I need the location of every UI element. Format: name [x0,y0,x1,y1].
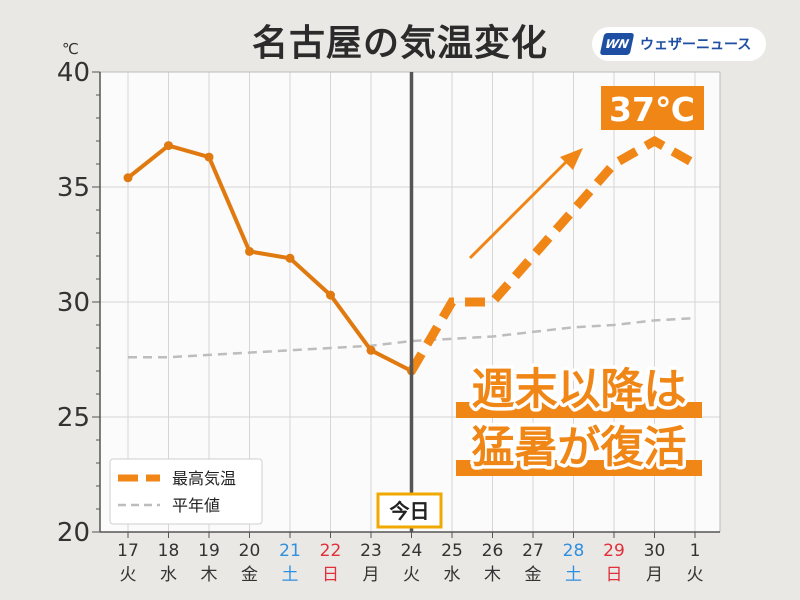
weathernews-logo: WN ウェザーニュース [592,27,766,61]
normal-temperature-line [128,316,696,359]
x-tick-date: 24 [401,541,423,561]
y-tick-label: 35 [57,173,90,203]
x-tick-date: 17 [117,541,139,561]
y-axis: 20 25 30 35 40℃ [57,40,101,548]
x-tick-weekday: 金 [241,565,258,585]
peak-label: 37℃ [609,90,695,129]
max-temperature-point [123,173,133,183]
max-temperature-point [285,253,295,263]
x-tick-weekday: 金 [525,565,542,585]
x-tick-date: 28 [563,541,585,561]
x-tick-date: 27 [522,541,544,561]
message-highlight-2 [456,460,702,476]
y-tick-label: 25 [57,403,90,433]
today-label: 今日 [390,499,430,523]
x-tick-weekday: 水 [444,565,461,585]
x-tick-weekday: 日 [322,565,339,585]
x-tick-weekday: 水 [160,565,177,585]
x-tick-date: 18 [158,541,180,561]
chart-title: 名古屋の気温変化 [251,23,548,64]
x-tick-date: 29 [603,541,625,561]
x-tick-date: 26 [482,541,504,561]
x-tick-date: 22 [320,541,342,561]
legend-label-max: 最高気温 [172,469,236,488]
x-tick-date: 23 [360,541,382,561]
x-tick-date: 21 [279,541,301,561]
x-axis: 17 火 18 水 19 木 20 金 21 土 22 日 23 月 24 火 25 水 26 木 27 金 28 土 29 日 3… [100,531,720,585]
x-tick-date: 30 [644,541,666,561]
x-tick-weekday: 月 [363,565,380,585]
x-tick-weekday: 月 [646,565,663,585]
max-temperature-point [204,152,214,162]
max-temperature-point [366,345,376,355]
max-temperature-point [326,290,335,300]
x-tick-date: 1 [690,541,701,561]
message-line-1: 週末以降は [472,365,687,415]
legend-label-normal: 平年値 [172,496,220,515]
x-tick-weekday: 火 [120,565,137,585]
message-line-2: 猛暑が復活 [472,423,687,473]
y-tick-label: 30 [57,288,90,318]
max-temperature-point [164,141,173,151]
max-temperature-observed-line [126,143,413,373]
y-tick-label: 40 [57,58,90,88]
grid [100,71,721,533]
x-tick-weekday: 日 [606,565,623,585]
y-tick-label: 20 [57,518,90,548]
x-tick-weekday: 土 [565,565,582,585]
weathernews-logo-text: ウェザーニュース [640,37,752,53]
max-temperature-point [245,246,254,256]
x-tick-weekday: 火 [687,565,704,585]
x-tick-weekday: 木 [484,565,501,585]
x-tick-date: 20 [239,541,261,561]
x-tick-weekday: 火 [403,565,420,585]
x-tick-weekday: 土 [282,565,299,585]
message-highlight-1 [456,402,702,418]
trend-arrow-head [560,148,583,170]
x-tick-weekday: 木 [201,565,218,585]
trend-arrow-shaft [468,160,568,260]
today-label-box [376,492,443,529]
y-axis-unit-label: ℃ [62,40,79,58]
x-tick-date: 25 [441,541,463,561]
max-temperature-forecast-line [407,135,698,374]
peak-label-box [601,86,704,130]
x-tick-date: 19 [198,541,220,561]
